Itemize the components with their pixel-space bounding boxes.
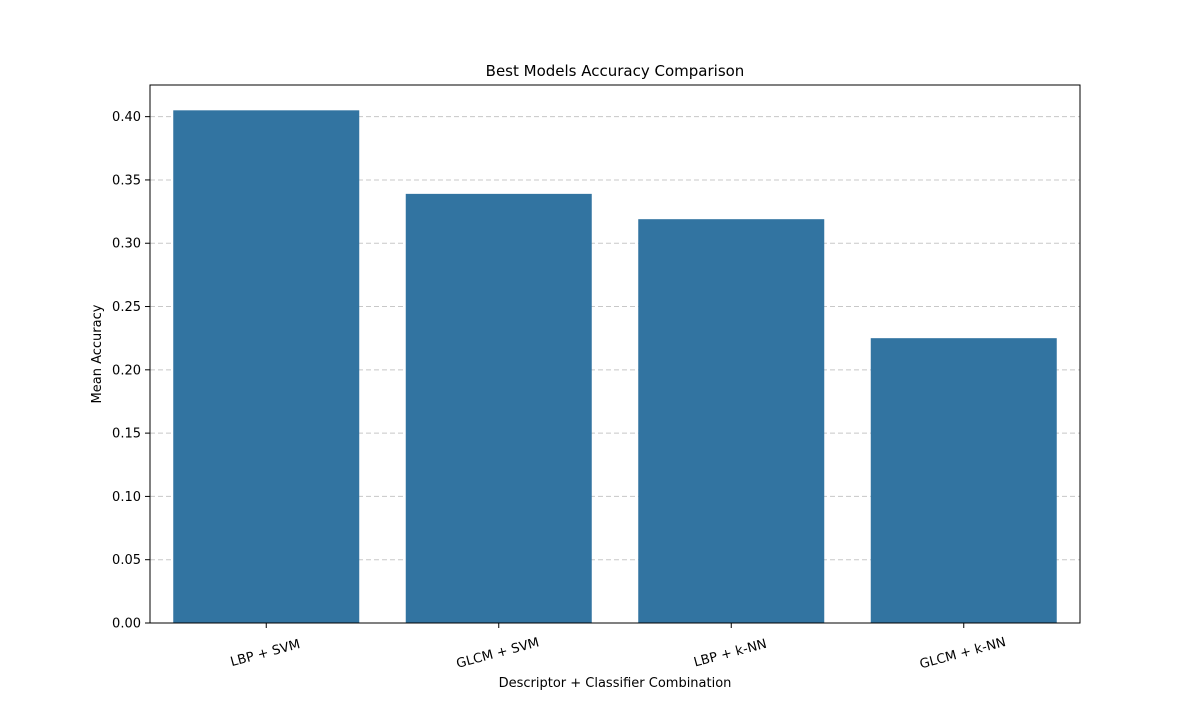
x-tick-label: LBP + SVM [229,637,302,670]
y-tick-label: 0.20 [112,363,141,378]
y-tick-label: 0.25 [112,300,141,315]
y-tick-label: 0.15 [112,427,141,442]
x-tick-label: GLCM + SVM [455,635,541,672]
bar-3 [870,338,1057,623]
y-axis-label: Mean Accuracy [90,304,105,403]
x-axis-label: Descriptor + Classifier Combination [499,676,732,691]
y-tick-label: 0.10 [112,490,141,505]
bar-2 [638,219,825,623]
y-tick-label: 0.30 [112,237,141,252]
y-tick-label: 0.05 [112,553,141,568]
bar-layer [173,110,1057,624]
y-tick-label: 0.40 [112,110,141,125]
bar-1 [405,193,592,623]
plot-frame [149,84,1081,624]
bar-0 [173,110,360,624]
x-tick-label: LBP + k-NN [692,637,768,671]
y-tick-label: 0.35 [112,173,141,188]
y-tick-label: 0.00 [112,617,141,632]
chart-title: Best Models Accuracy Comparison [486,62,745,80]
x-tick-label: GLCM + k-NN [918,635,1007,672]
